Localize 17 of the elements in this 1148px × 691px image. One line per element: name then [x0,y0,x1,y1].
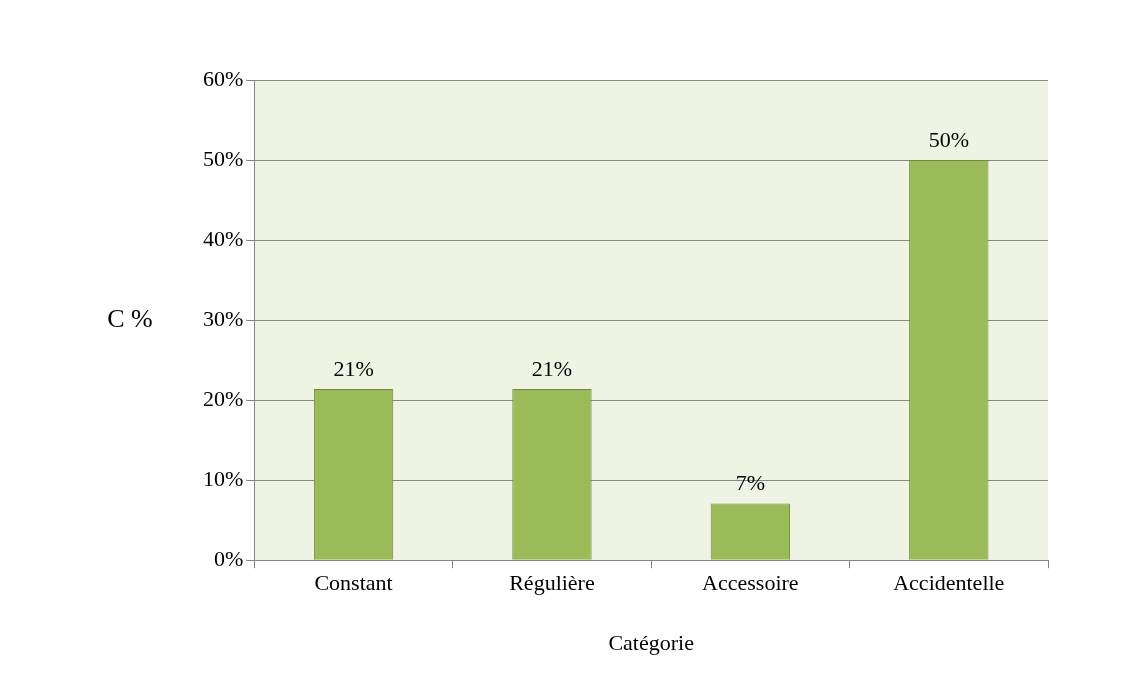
data-label: 7% [735,470,766,496]
y-axis-title: C % [107,303,153,333]
data-label: 21% [531,355,573,381]
y-tick-label: 40% [203,225,244,251]
x-tick-label: Accidentelle [893,570,1005,596]
x-tick-label: Régulière [509,570,595,596]
data-label: 50% [928,126,969,152]
y-tick-label: 50% [203,145,244,171]
y-tick-label: 30% [203,305,244,331]
x-axis-title: Catégorie [608,629,694,655]
data-label: 21% [333,355,374,381]
y-tick-label: 20% [203,385,244,411]
x-tick-label: Accessoire [702,570,799,596]
y-tick-label: 0% [214,545,244,571]
x-tick-label: Constant [314,570,393,596]
y-tick-label: 10% [203,465,244,491]
y-tick-label: 60% [203,65,244,91]
